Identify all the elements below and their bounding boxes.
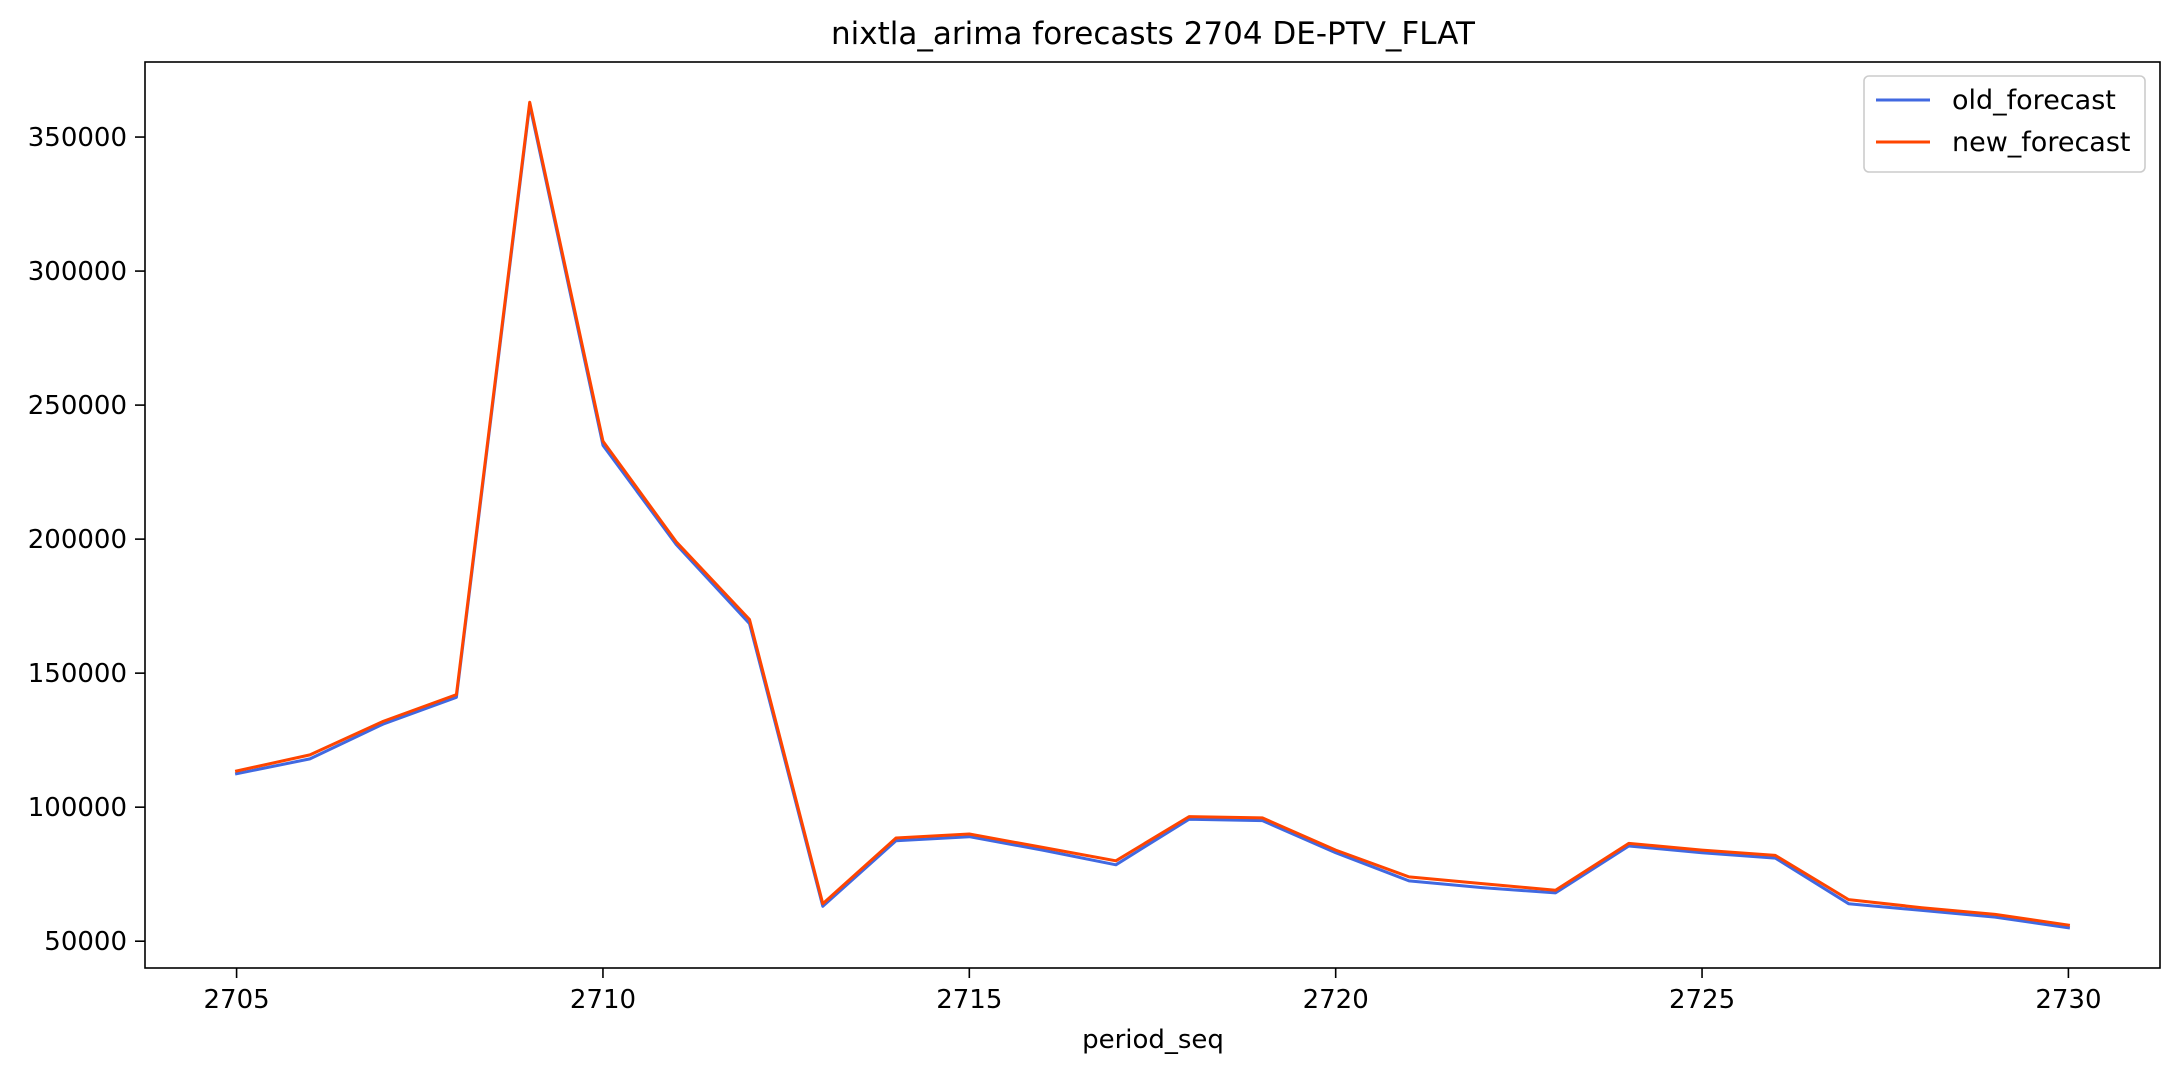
y-tick-label: 100000 <box>28 793 127 823</box>
chart-title: nixtla_arima forecasts 2704 DE-PTV_FLAT <box>831 16 1476 52</box>
y-tick-label: 150000 <box>28 659 127 689</box>
series-line-new-forecast <box>234 100 2071 927</box>
x-tick-label: 2710 <box>570 985 636 1015</box>
legend-box <box>1863 75 2146 173</box>
x-tick-label: 2725 <box>1669 985 1735 1015</box>
y-tick-label: 350000 <box>28 123 127 153</box>
legend: old_forecast new_forecast <box>1863 75 2146 173</box>
x-axis-label: period_seq <box>1082 1025 1224 1055</box>
x-axis: 2705 2710 2715 2720 2725 2730 <box>204 968 2101 1015</box>
y-axis: 50000 100000 150000 200000 250000 300000 35000… <box>28 123 145 957</box>
x-tick-label: 2705 <box>204 985 270 1015</box>
y-tick-label: 50000 <box>44 927 127 957</box>
legend-label-old-forecast: old_forecast <box>1952 85 2116 116</box>
y-tick-label: 250000 <box>28 391 127 421</box>
series-line-old-forecast <box>234 103 2071 930</box>
x-tick-label: 2730 <box>2035 985 2101 1015</box>
x-tick-label: 2720 <box>1303 985 1369 1015</box>
legend-label-new-forecast: new_forecast <box>1952 127 2131 158</box>
y-tick-label: 200000 <box>28 525 127 555</box>
plot-frame <box>144 61 2161 969</box>
series-layer <box>234 100 2071 930</box>
y-tick-label: 300000 <box>28 257 127 287</box>
x-tick-label: 2715 <box>936 985 1002 1015</box>
